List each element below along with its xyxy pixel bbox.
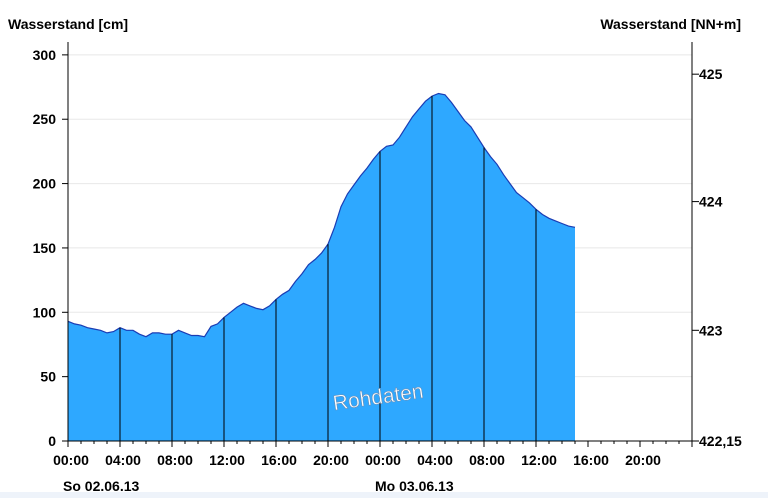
hour-marker-lines [119,96,537,441]
right-tick-label: 425 [699,66,723,82]
date-label: Mo 03.06.13 [375,478,454,494]
left-axis-title: Wasserstand [cm] [8,16,128,32]
x-tick-label: 16:00 [261,452,297,468]
left-tick-label: 200 [33,176,57,192]
date-label: So 02.06.13 [63,478,139,494]
x-tick-label: 12:00 [209,452,245,468]
left-tick-label: 150 [33,240,57,256]
x-tick-label: 04:00 [105,452,141,468]
right-axis-ticks: 425 424 423 422,15 [692,66,742,449]
left-axis-ticks: 0 50 100 150 200 250 300 [33,47,68,449]
x-tick-label: 16:00 [573,452,609,468]
area-outline [67,92,576,338]
left-tick-label: 300 [33,47,57,63]
x-tick-label: 08:00 [157,452,193,468]
left-tick-label: 50 [40,369,56,385]
left-tick-label: 0 [48,433,56,449]
x-tick-label: 04:00 [417,452,453,468]
x-axis-ticks: 00:00 04:00 08:00 12:00 16:00 20:00 00:00 04:00… [53,441,693,468]
right-tick-label: 424 [699,194,723,210]
right-axis-title: Wasserstand [NN+m] [600,16,741,32]
x-tick-label: 00:00 [365,452,401,468]
left-tick-label: 250 [33,111,57,127]
left-tick-label: 100 [33,304,57,320]
date-labels: So 02.06.13 Mo 03.06.13 [63,478,454,494]
x-tick-label: 20:00 [313,452,349,468]
x-tick-label: 00:00 [53,452,89,468]
bottom-strip [0,492,768,498]
right-tick-label: 422,15 [699,433,742,449]
x-tick-label: 08:00 [469,452,505,468]
x-tick-label: 12:00 [521,452,557,468]
x-tick-label: 20:00 [625,452,661,468]
water-level-area [67,92,576,441]
area-fill [68,93,575,441]
right-tick-label: 423 [699,322,723,338]
